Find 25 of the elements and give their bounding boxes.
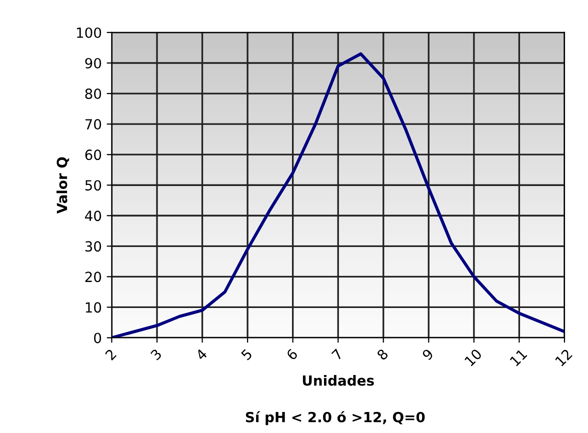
- y-tick-label: 50: [85, 180, 102, 191]
- y-tick-label: 20: [85, 272, 102, 282]
- x-tick-label: 11: [510, 348, 528, 366]
- y-tick-label: 100: [77, 27, 102, 38]
- y-tick-label: 80: [85, 88, 102, 99]
- x-axis-title: Unidades: [302, 375, 374, 386]
- x-tick-label: 10: [464, 348, 482, 366]
- x-tick-label: 3: [150, 348, 162, 361]
- y-tick-label: 90: [85, 58, 102, 68]
- y-tick-label: 10: [86, 302, 102, 313]
- y-tick-label: 40: [85, 210, 102, 222]
- x-tick-label: 9: [422, 348, 434, 361]
- x-tick-label: 5: [240, 348, 253, 361]
- y-tick-label: 60: [85, 150, 102, 160]
- y-axis-title: Valor Q: [56, 157, 70, 214]
- x-tick-label: 12: [554, 348, 572, 366]
- y-tick-label: 0: [94, 332, 102, 344]
- y-tick-label: 70: [85, 119, 102, 130]
- y-tick-label: 30: [85, 241, 102, 252]
- x-tick-label: 2: [104, 348, 117, 360]
- x-tick-label: 6: [286, 348, 298, 361]
- x-tick-label: 7: [331, 348, 344, 360]
- x-tick-label: 8: [376, 348, 389, 361]
- x-tick-label: 4: [195, 348, 208, 361]
- text: Sí pH < 2.0 ó >12, Q=0: [246, 411, 425, 426]
